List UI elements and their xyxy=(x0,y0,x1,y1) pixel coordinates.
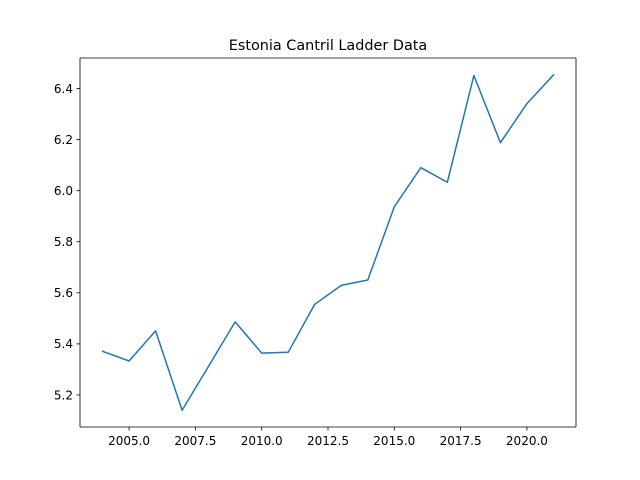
y-tick-label: 6.4 xyxy=(54,82,73,96)
plot-area: 2005.0 2007.5 2010.0 2012.5 2015.0 2017.5 2020… xyxy=(54,57,577,448)
x-tick-label: 2020.0 xyxy=(506,434,548,448)
x-tick-label: 2015.0 xyxy=(373,434,415,448)
series-line-0 xyxy=(101,73,555,412)
x-tick-label: 2010.0 xyxy=(241,434,283,448)
y-tick-label: 6.0 xyxy=(54,184,73,198)
y-tick-label: 6.2 xyxy=(54,133,73,147)
y-tick-label: 5.4 xyxy=(54,337,73,351)
x-tick-label: 2007.5 xyxy=(174,434,216,448)
x-tick-label: 2017.5 xyxy=(440,434,482,448)
y-tick-label: 5.6 xyxy=(54,286,73,300)
x-tick-label: 2012.5 xyxy=(307,434,349,448)
x-tick-label: 2005.0 xyxy=(108,434,150,448)
y-tick-label: 5.8 xyxy=(54,235,73,249)
y-tick-label: 5.2 xyxy=(54,388,73,402)
chart-title: Estonia Cantril Ladder Data xyxy=(229,38,427,54)
